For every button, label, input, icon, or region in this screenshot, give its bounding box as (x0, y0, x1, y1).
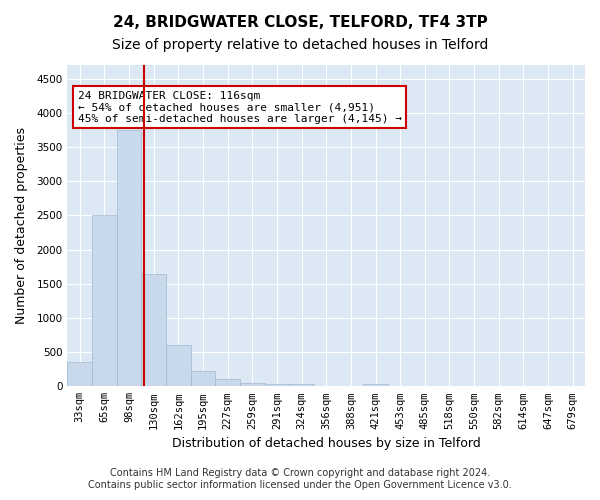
Y-axis label: Number of detached properties: Number of detached properties (15, 127, 28, 324)
Bar (265, 384, 289, 386)
X-axis label: Distribution of detached houses by size in Telford: Distribution of detached houses by size … (172, 437, 481, 450)
Bar (67, 362, 92, 386)
Bar (166, 346, 191, 387)
Bar (92, 216, 117, 386)
Bar (289, 384, 314, 386)
Text: 24 BRIDGWATER CLOSE: 116sqm
← 54% of detached houses are smaller (4,951)
45% of : 24 BRIDGWATER CLOSE: 116sqm ← 54% of det… (78, 90, 402, 124)
Text: 24, BRIDGWATER CLOSE, TELFORD, TF4 3TP: 24, BRIDGWATER CLOSE, TELFORD, TF4 3TP (113, 15, 487, 30)
Text: Size of property relative to detached houses in Telford: Size of property relative to detached ho… (112, 38, 488, 52)
Bar (142, 274, 166, 386)
Bar (117, 130, 142, 386)
Bar (363, 384, 388, 386)
Bar (191, 370, 215, 386)
Text: Contains HM Land Registry data © Crown copyright and database right 2024.
Contai: Contains HM Land Registry data © Crown c… (88, 468, 512, 490)
Bar (215, 379, 240, 386)
Bar (240, 382, 265, 386)
